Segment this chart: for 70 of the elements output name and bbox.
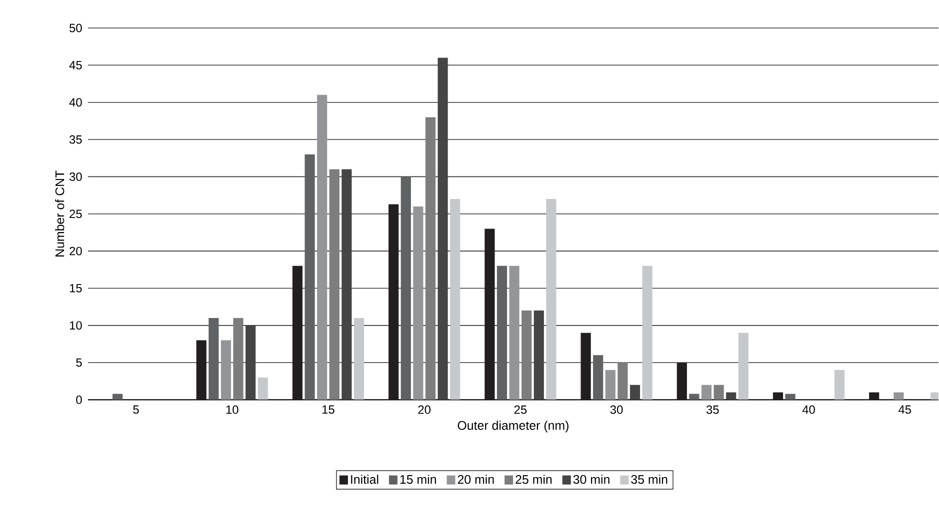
bar [388, 204, 399, 400]
x-tick-label: 40 [802, 406, 815, 414]
y-tick-label: 25 [70, 210, 82, 218]
bar [246, 326, 256, 400]
bar [220, 340, 232, 400]
y-tick-label: 10 [70, 321, 82, 330]
bar [208, 318, 219, 400]
bar [233, 318, 244, 400]
legend-label: 25 min [516, 474, 552, 484]
bar [726, 392, 736, 400]
bar [869, 392, 880, 400]
y-tick-label: 35 [69, 135, 82, 144]
bar [834, 370, 845, 400]
legend-label: 20 min [458, 474, 494, 484]
bar [400, 176, 411, 400]
x-axis-title: Outer diameter (nm) [458, 420, 568, 432]
bar [738, 332, 748, 400]
bar [894, 392, 904, 400]
bar [630, 385, 640, 400]
y-tick-label: 30 [69, 172, 82, 182]
bar [785, 394, 796, 400]
x-tick-label: 15 [322, 406, 334, 414]
bar [413, 206, 424, 400]
bar [450, 199, 460, 400]
x-tick-label: 25 [514, 406, 527, 414]
x-tick-label: 10 [226, 406, 238, 414]
bar [112, 394, 123, 400]
bar [642, 266, 652, 400]
bar [618, 362, 628, 400]
bar [509, 266, 520, 400]
bar [701, 385, 712, 400]
bar [425, 117, 436, 400]
x-tick-label: 45 [898, 406, 911, 414]
bar [354, 318, 364, 400]
legend-label: 30 min [573, 474, 610, 484]
y-tick-label: 45 [69, 61, 82, 70]
bar [258, 378, 268, 400]
bar [438, 58, 448, 400]
bar [496, 266, 508, 400]
bar [484, 228, 495, 400]
y-tick-label: 5 [76, 358, 82, 367]
y-tick-label: 15 [70, 284, 82, 293]
x-tick-label: 30 [610, 406, 623, 414]
y-tick-label: 20 [70, 246, 82, 256]
bar [304, 154, 315, 400]
y-tick-label: 40 [69, 98, 82, 107]
bar [689, 394, 700, 400]
bar [196, 340, 206, 400]
x-tick-label: 5 [133, 406, 139, 414]
y-axis-title: Number of CNT [55, 170, 64, 257]
bar [317, 95, 328, 400]
bar [772, 392, 784, 400]
bar [593, 355, 604, 400]
legend-label: 35 min [631, 474, 668, 484]
bar [676, 362, 687, 400]
y-tick-label: 0 [76, 396, 82, 404]
bar [342, 169, 352, 400]
bar [714, 385, 724, 400]
bar [292, 266, 303, 400]
bar [546, 199, 556, 400]
bar [329, 169, 340, 400]
bar [522, 310, 532, 400]
x-tick-label: 35 [706, 406, 719, 414]
y-tick-label: 50 [70, 24, 82, 32]
legend-label: 15 min [400, 474, 436, 484]
x-tick-label: 20 [418, 406, 431, 414]
bar [605, 370, 616, 400]
bar [534, 310, 544, 400]
legend-label: Initial [351, 474, 378, 484]
bar [580, 332, 591, 400]
